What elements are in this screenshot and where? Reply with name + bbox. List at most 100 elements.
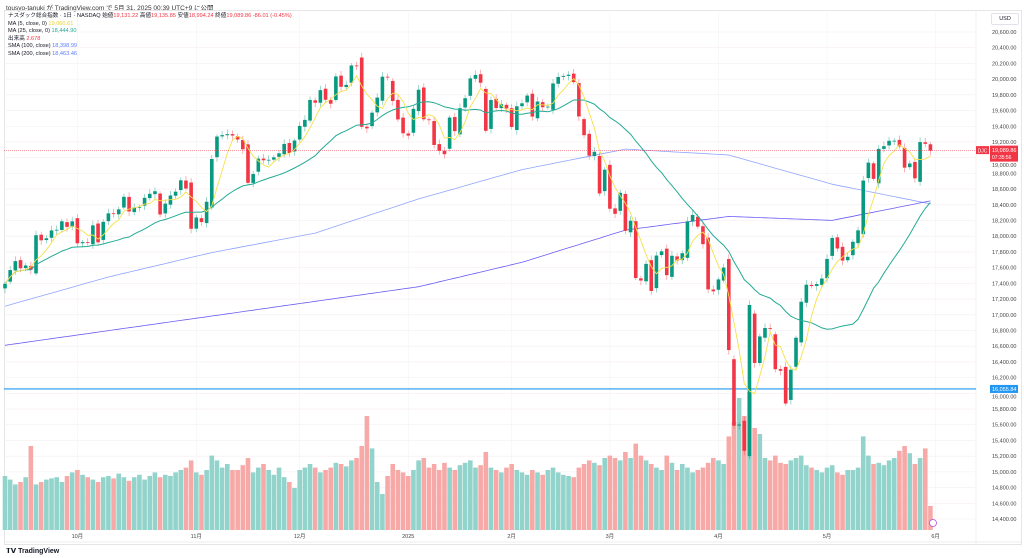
symbol-tag-bg: [976, 146, 989, 155]
candle: [411, 105, 416, 137]
candle-body: [111, 213, 116, 215]
candle-body: [370, 112, 374, 127]
candle: [437, 139, 442, 155]
symbol-tag: DJC: [978, 148, 988, 154]
change-value: -86.01 (-0.45%): [252, 13, 292, 19]
indicator-ma5[interactable]: MA (5, close, 0) 19,060.61: [8, 21, 292, 29]
volume-bar: [654, 467, 659, 530]
volume-bar: [468, 460, 473, 530]
volume-bar: [633, 443, 639, 530]
candle-body: [282, 143, 286, 155]
candle: [618, 189, 623, 215]
candle-body: [142, 197, 147, 206]
candle: [375, 93, 380, 117]
candle: [303, 115, 307, 132]
volume-bar: [814, 470, 819, 530]
candle: [654, 251, 659, 293]
candle: [923, 138, 928, 148]
time-axis-label: 4月: [714, 533, 723, 540]
volume-bar: [850, 470, 856, 530]
candle-body: [3, 283, 7, 289]
candle-body: [427, 119, 431, 121]
candle-body: [773, 334, 778, 370]
candle: [323, 84, 328, 104]
candle: [763, 323, 767, 343]
candle: [29, 261, 33, 275]
volume-bar: [788, 460, 794, 530]
candle: [106, 208, 111, 225]
candle-body: [365, 126, 369, 129]
candle-body: [359, 57, 364, 127]
candle: [680, 250, 685, 265]
candle-body: [85, 242, 90, 243]
volume-bar: [747, 392, 752, 530]
sma200-line: [4, 200, 931, 346]
candle: [142, 194, 147, 210]
volume-bar: [571, 477, 576, 530]
volume-bar: [447, 467, 452, 530]
candle-body: [489, 100, 493, 129]
volume-bar: [312, 467, 318, 530]
currency-label[interactable]: USD: [991, 13, 1019, 25]
candle-body: [876, 148, 881, 184]
candle: [210, 154, 214, 210]
candle-body: [137, 206, 142, 208]
price-axis-label: 19,000.00: [992, 163, 1016, 169]
price-axis-label: 15,000.00: [992, 470, 1016, 476]
candle-body: [639, 278, 643, 281]
candle-body: [804, 284, 809, 303]
candle-body: [783, 366, 788, 404]
volume-bar: [80, 474, 85, 530]
indicator-sma200[interactable]: SMA (200, close) 18,463.46: [8, 51, 292, 59]
candle: [463, 94, 467, 112]
volume-bar: [395, 470, 401, 530]
candle: [804, 279, 809, 308]
volume-bar: [659, 470, 664, 530]
candle-body: [215, 136, 219, 158]
candle-body: [928, 144, 933, 151]
indicator-sma100[interactable]: SMA (100, close) 18,398.99: [8, 43, 292, 51]
candle: [861, 175, 866, 238]
symbol-title: ナスダック総合指数 · 1日 · NASDAQ: [8, 13, 101, 19]
volume-bar: [535, 472, 540, 530]
candle: [158, 191, 162, 218]
candle: [809, 281, 814, 289]
candle: [546, 103, 550, 110]
candle-body: [442, 150, 447, 155]
volume-bar: [561, 474, 566, 530]
candle-body: [468, 78, 473, 96]
volume-bar: [411, 470, 416, 530]
volume-bar: [292, 488, 297, 530]
candle-body: [210, 159, 214, 208]
volume-bar: [297, 470, 302, 530]
candle-body: [628, 220, 633, 233]
candle-body: [127, 196, 131, 212]
candle: [54, 225, 59, 235]
candle: [623, 190, 628, 235]
symbol-legend-row[interactable]: ナスダック総合指数 · 1日 · NASDAQ 始値19,131.22 高値19…: [8, 13, 292, 21]
candle-body: [246, 144, 250, 183]
indicator-volume[interactable]: 出来高 2.678: [8, 36, 292, 44]
candle-body: [411, 108, 416, 133]
hline-price-tag-bg: [990, 384, 1018, 393]
candle-body: [768, 327, 772, 329]
candle: [659, 249, 664, 258]
volume-bar: [540, 474, 545, 530]
event-marker-icon[interactable]: [929, 519, 937, 527]
volume-bar: [2, 476, 8, 530]
indicator-ma25[interactable]: MA (25, close, 0) 18,444.90: [8, 28, 292, 36]
volume-bar: [188, 460, 194, 530]
candle: [597, 152, 602, 197]
tradingview-logo[interactable]: 𝗧𝗩 TradingView: [6, 547, 59, 555]
candle: [75, 214, 80, 248]
candle-body: [825, 258, 829, 279]
volume-bar: [183, 467, 189, 530]
candle-body: [153, 191, 157, 195]
volume-bar: [343, 466, 349, 530]
candle: [758, 333, 762, 366]
volume-bar: [369, 448, 375, 530]
candle: [199, 214, 204, 226]
candle-body: [158, 193, 162, 215]
volume-bar: [902, 446, 907, 530]
